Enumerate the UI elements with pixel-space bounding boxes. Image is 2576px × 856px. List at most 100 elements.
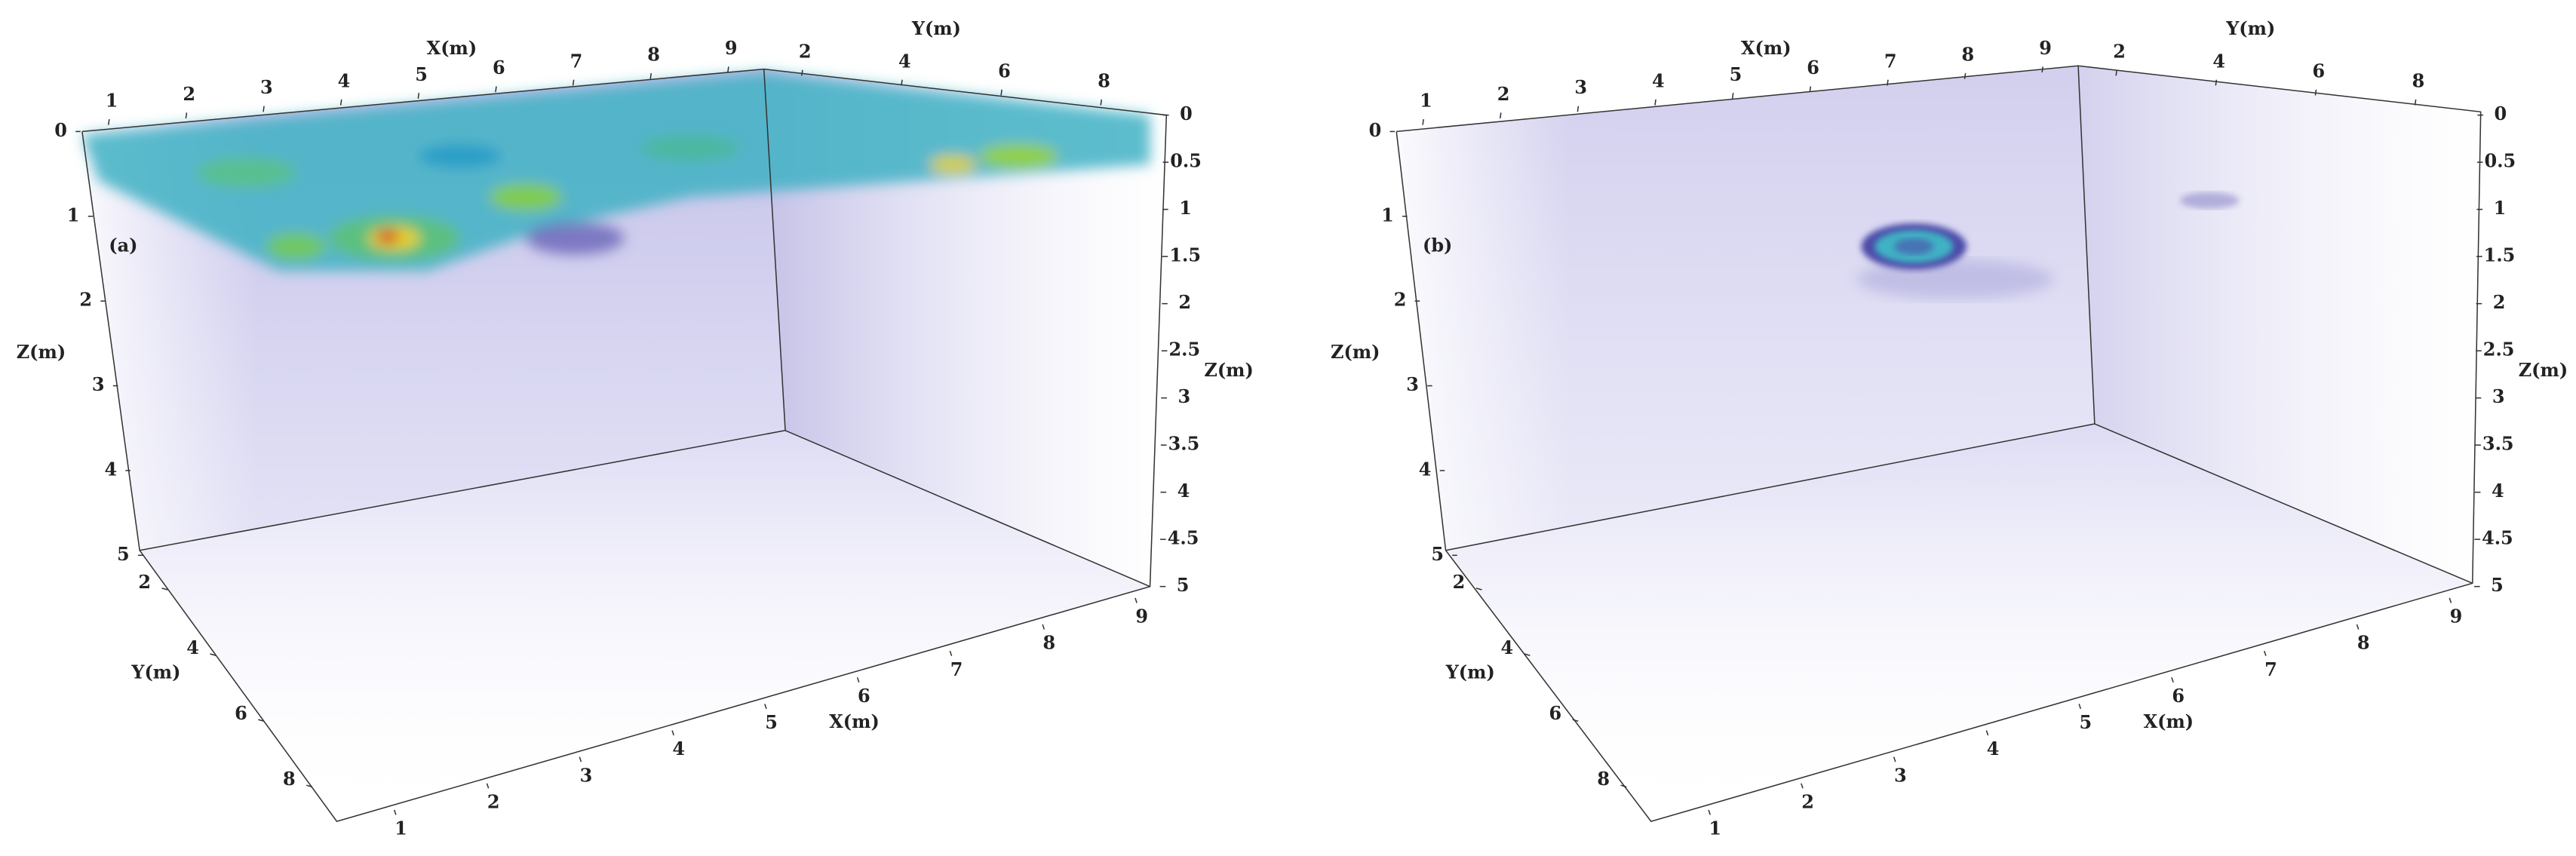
axis-title: Y(m) (1445, 662, 1495, 683)
tick-label: 6 (493, 57, 505, 78)
tick-label: 1.5 (2484, 245, 2516, 266)
tick-label: 1 (1179, 198, 1192, 219)
tick-mark (901, 79, 903, 86)
tick-label: 2 (1497, 84, 1510, 105)
tick-mark (2356, 624, 2360, 630)
volume-blob (1856, 192, 2240, 299)
tick-label: 2.5 (2483, 339, 2515, 361)
tick-label: 1 (106, 91, 118, 112)
tick-mark (417, 93, 420, 99)
tick-mark (161, 588, 168, 591)
axis-title: X(m) (1741, 38, 1792, 59)
tick-mark (727, 66, 729, 73)
tick-label: 0.5 (2485, 151, 2516, 172)
tick-label: 4 (104, 459, 117, 480)
tick-label: 3 (1894, 765, 1907, 786)
tick-mark (1708, 809, 1711, 815)
tick-label: 0 (1369, 120, 1382, 141)
tick-mark (856, 677, 860, 683)
tick-label: 2 (487, 791, 500, 812)
tick-label: 6 (1807, 57, 1819, 78)
volume-blob (81, 72, 1150, 272)
tick-mark (579, 756, 582, 762)
axis-title: Y(m) (911, 18, 961, 39)
axis-title: Z(m) (17, 342, 66, 363)
tick-mark (210, 653, 216, 656)
tick-label: 5 (117, 544, 130, 565)
tick-mark (1572, 719, 1579, 722)
tick-label: 6 (2312, 60, 2325, 81)
tick-mark (258, 719, 265, 722)
tick-label: 6 (998, 60, 1011, 81)
tick-mark (1985, 730, 1989, 736)
tick-mark (393, 809, 397, 815)
tick-label: 4 (1177, 480, 1190, 502)
axis-title: X(m) (829, 711, 880, 732)
tick-label: 4 (186, 637, 199, 658)
panel-label: (a) (109, 235, 137, 256)
tick-label: 6 (235, 703, 247, 724)
tick-label: 6 (1549, 703, 1561, 724)
tick-mark (263, 106, 265, 112)
tick-label: 0 (54, 120, 67, 141)
tick-label: 6 (2172, 686, 2185, 707)
tick-label: 8 (283, 769, 296, 790)
tick-label: 2 (2113, 41, 2126, 62)
tick-label: 3 (1574, 77, 1587, 98)
tick-label: 3 (580, 765, 593, 786)
floor (1445, 424, 2473, 822)
tick-label: 0.5 (1170, 151, 1202, 172)
tick-mark (1524, 653, 1531, 656)
tick-label: 4 (1419, 459, 1432, 480)
tick-mark (486, 783, 490, 789)
tick-mark (1577, 106, 1580, 112)
axis-title: Z(m) (1331, 342, 1380, 363)
tick-label: 0 (2494, 103, 2507, 124)
tick-label: 5 (2491, 575, 2504, 596)
tick-label: 1 (1420, 91, 1432, 112)
axis-title: Y(m) (2225, 18, 2275, 39)
tick-label: 3 (2492, 386, 2505, 407)
tick-mark (1475, 588, 1482, 591)
tick-label: 7 (1884, 51, 1897, 72)
tick-label: 8 (1597, 769, 1610, 790)
tick-label: 2 (138, 572, 151, 593)
tick-mark (1134, 597, 1138, 603)
tick-mark (2449, 597, 2452, 603)
tick-mark (1801, 783, 1804, 789)
tick-label: 5 (765, 712, 778, 733)
tick-label: 8 (1962, 44, 1975, 66)
tick-mark (2414, 99, 2417, 106)
axis-title: Z(m) (1204, 360, 1253, 381)
tick-label: 5 (1431, 544, 1444, 565)
tick-label: 2 (1801, 791, 1814, 812)
tick-label: 0 (1180, 103, 1193, 124)
tick-label: 7 (950, 659, 963, 680)
tick-mark (671, 730, 674, 736)
tick-label: 3.5 (1168, 434, 1200, 455)
tick-label: 8 (1098, 71, 1110, 92)
tick-label: 1 (1381, 204, 1394, 226)
tick-label: 8 (647, 44, 660, 66)
tick-mark (649, 72, 652, 79)
panel-a: (a) X(m) 1 2 3 4 5 6 7 8 9 Y(m) 2 4 6 8 Z(m) 0 1 2 3 4 5 Z(m) 0 0… (17, 18, 1254, 839)
tick-mark (1963, 72, 1967, 79)
tick-label: 3 (1406, 374, 1419, 395)
panel-label: (b) (1423, 235, 1452, 256)
tick-label: 1 (395, 818, 407, 839)
tick-mark (1654, 99, 1656, 106)
tick-mark (2078, 704, 2082, 710)
tick-label: 9 (2039, 38, 2052, 59)
tick-mark (572, 79, 575, 86)
tick-label: 4 (338, 71, 351, 92)
tick-mark (2041, 66, 2044, 73)
tick-label: 4 (672, 738, 685, 759)
tick-mark (1887, 79, 1889, 86)
tick-label: 3.5 (2482, 434, 2514, 455)
tick-mark (2215, 79, 2218, 86)
tick-label: 8 (2357, 633, 2370, 654)
tick-label: 1.5 (1169, 245, 1201, 266)
panel-b: (b) X(m) 1 2 3 4 5 6 7 8 9 Y(m) 2 4 6 8 Z(m) 0 1 2 3 4 5 Z(m) 0 0… (1331, 18, 2568, 839)
wall-fade (1396, 66, 2095, 551)
